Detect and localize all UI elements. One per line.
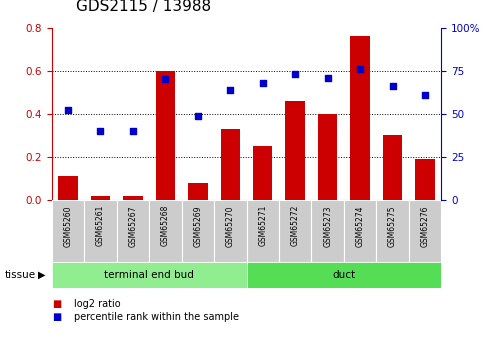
Text: GSM65271: GSM65271 (258, 205, 267, 246)
Bar (279, 200, 312, 262)
Text: GSM65261: GSM65261 (96, 205, 105, 246)
Bar (214, 200, 246, 262)
Bar (318, 114, 337, 200)
Text: duct: duct (332, 270, 355, 280)
Point (291, 71, 299, 77)
Bar (181, 200, 214, 262)
Bar (351, 36, 370, 200)
Bar (84, 200, 117, 262)
Point (388, 83, 396, 89)
Text: percentile rank within the sample: percentile rank within the sample (74, 313, 239, 322)
Point (161, 77, 169, 82)
Text: terminal end bud: terminal end bud (104, 270, 194, 280)
Point (324, 75, 332, 80)
Text: GSM65270: GSM65270 (226, 205, 235, 247)
Text: ■: ■ (52, 313, 61, 322)
Text: GSM65274: GSM65274 (355, 205, 365, 247)
Bar (383, 136, 402, 200)
Bar (156, 71, 175, 200)
Bar (52, 200, 84, 262)
Text: ■: ■ (52, 299, 61, 308)
Bar (220, 129, 240, 200)
Bar (117, 200, 149, 262)
Point (259, 80, 267, 86)
Text: GSM65268: GSM65268 (161, 205, 170, 246)
Text: GSM65272: GSM65272 (291, 205, 300, 246)
Bar (52, 262, 246, 288)
Bar (312, 200, 344, 262)
Point (129, 128, 137, 134)
Bar (58, 176, 78, 200)
Bar (253, 146, 273, 200)
Text: GSM65267: GSM65267 (128, 205, 138, 247)
Point (97, 128, 105, 134)
Point (226, 87, 234, 92)
Bar (409, 200, 441, 262)
Point (356, 66, 364, 72)
Text: GSM65269: GSM65269 (193, 205, 202, 247)
Bar (123, 196, 142, 200)
Text: tissue: tissue (5, 270, 36, 280)
Bar (344, 200, 376, 262)
Text: GSM65260: GSM65260 (64, 205, 72, 247)
Bar (91, 196, 110, 200)
Text: GSM65273: GSM65273 (323, 205, 332, 247)
Bar (246, 200, 279, 262)
Text: GSM65276: GSM65276 (421, 205, 429, 247)
Point (421, 92, 429, 98)
Text: GDS2115 / 13988: GDS2115 / 13988 (76, 0, 211, 14)
Point (194, 113, 202, 118)
Text: log2 ratio: log2 ratio (74, 299, 121, 308)
Bar (246, 262, 441, 288)
Bar (188, 183, 208, 200)
Text: ▶: ▶ (38, 270, 45, 280)
Bar (415, 159, 435, 200)
Point (64, 108, 72, 113)
Bar (376, 200, 409, 262)
Bar (285, 101, 305, 200)
Bar (149, 200, 181, 262)
Text: GSM65275: GSM65275 (388, 205, 397, 247)
